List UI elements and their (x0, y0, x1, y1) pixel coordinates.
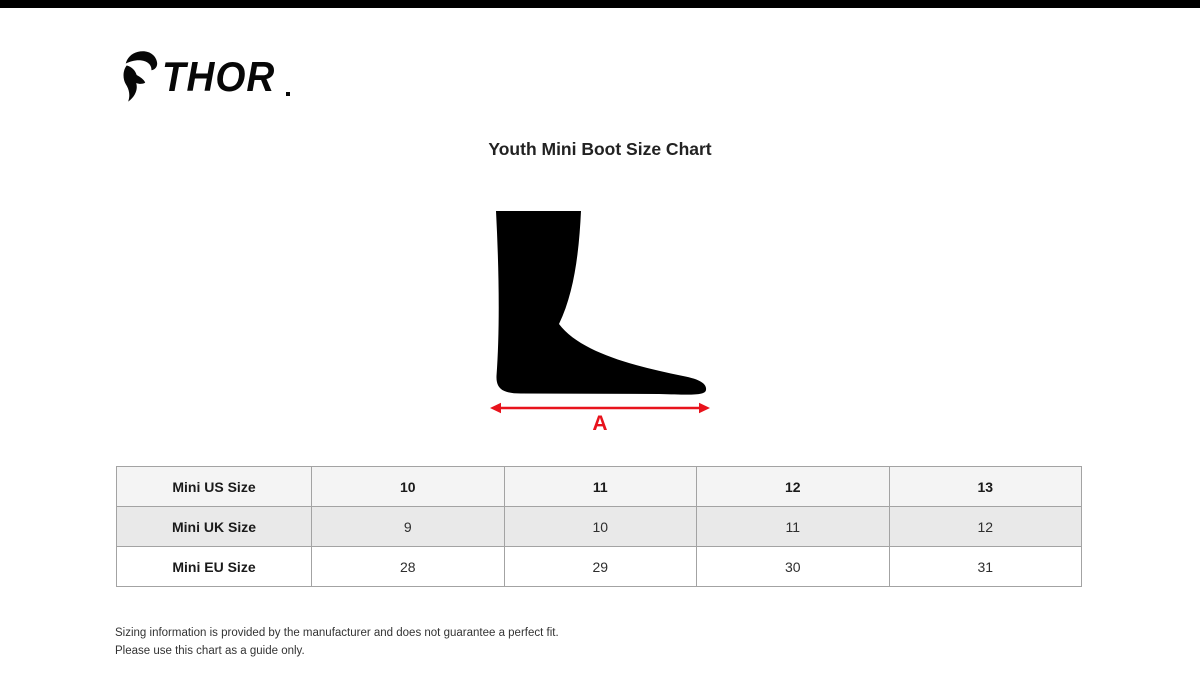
table-cell: 30 (696, 546, 890, 587)
row-header-uk: Mini UK Size (116, 506, 312, 547)
row-header-us: Mini US Size (116, 466, 312, 507)
table-cell: 28 (311, 546, 505, 587)
table-cell: 13 (888, 466, 1082, 507)
table-cell: 10 (503, 506, 697, 547)
measure-label-a: A (592, 412, 608, 435)
top-bar (0, 0, 1200, 8)
table-row: Mini EU Size 28 29 30 31 (116, 546, 1082, 587)
length-measure-arrow-icon (489, 400, 711, 416)
size-table: Mini US Size 10 11 12 13 Mini UK Size 9 … (116, 466, 1082, 587)
table-row: Mini UK Size 9 10 11 12 (116, 506, 1082, 547)
trademark-dot-icon (286, 92, 290, 96)
disclaimer-line-1: Sizing information is provided by the ma… (115, 627, 559, 639)
page-title: Youth Mini Boot Size Chart (488, 139, 712, 159)
sizing-disclaimer: Sizing information is provided by the ma… (115, 625, 559, 661)
table-cell: 9 (311, 506, 505, 547)
table-cell: 11 (503, 466, 697, 507)
table-cell: 31 (888, 546, 1082, 587)
brand-logo: THOR (121, 50, 290, 102)
row-header-eu: Mini EU Size (116, 546, 312, 587)
table-row: Mini US Size 10 11 12 13 (116, 466, 1082, 507)
table-cell: 11 (696, 506, 890, 547)
boot-silhouette-image (489, 209, 711, 399)
thor-warrior-head-icon (121, 50, 159, 102)
table-cell: 12 (696, 466, 890, 507)
disclaimer-line-2: Please use this chart as a guide only. (115, 644, 305, 657)
table-cell: 29 (503, 546, 697, 587)
brand-wordmark: THOR (162, 53, 276, 100)
table-cell: 10 (311, 466, 505, 507)
table-cell: 12 (888, 506, 1082, 547)
